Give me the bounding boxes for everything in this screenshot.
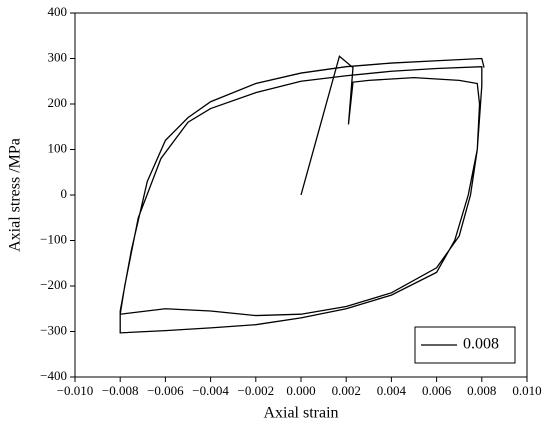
plot-frame — [74, 12, 528, 378]
y-axis-label: Axial stress /MPa — [7, 138, 24, 252]
legend-text: 0.008 — [463, 336, 499, 353]
y-tick-label: 300 — [48, 49, 68, 64]
y-tick-label: 200 — [48, 95, 68, 110]
x-tick-label: −0.010 — [57, 383, 94, 398]
y-tick-label: 400 — [48, 4, 68, 19]
x-tick-label: 0.006 — [422, 383, 452, 398]
x-tick-label: 0.004 — [377, 383, 407, 398]
data-line — [119, 55, 485, 334]
y-tick-label: −200 — [40, 277, 67, 292]
x-tick-label: 0.010 — [512, 383, 541, 398]
y-tick-label: −300 — [40, 322, 67, 337]
y-tick-label: −100 — [40, 231, 67, 246]
x-axis-label: Axial strain — [263, 405, 338, 422]
y-tick-label: 0 — [61, 186, 68, 201]
x-tick-label: −0.006 — [147, 383, 184, 398]
x-tick-label: −0.008 — [102, 383, 139, 398]
y-tick-label: −400 — [40, 368, 67, 383]
x-tick-label: 0.000 — [286, 383, 315, 398]
y-tick-label: 100 — [48, 140, 68, 155]
x-tick-label: −0.002 — [238, 383, 275, 398]
x-tick-label: 0.002 — [332, 383, 361, 398]
x-tick-label: −0.004 — [192, 383, 229, 398]
x-tick-label: 0.008 — [467, 383, 496, 398]
